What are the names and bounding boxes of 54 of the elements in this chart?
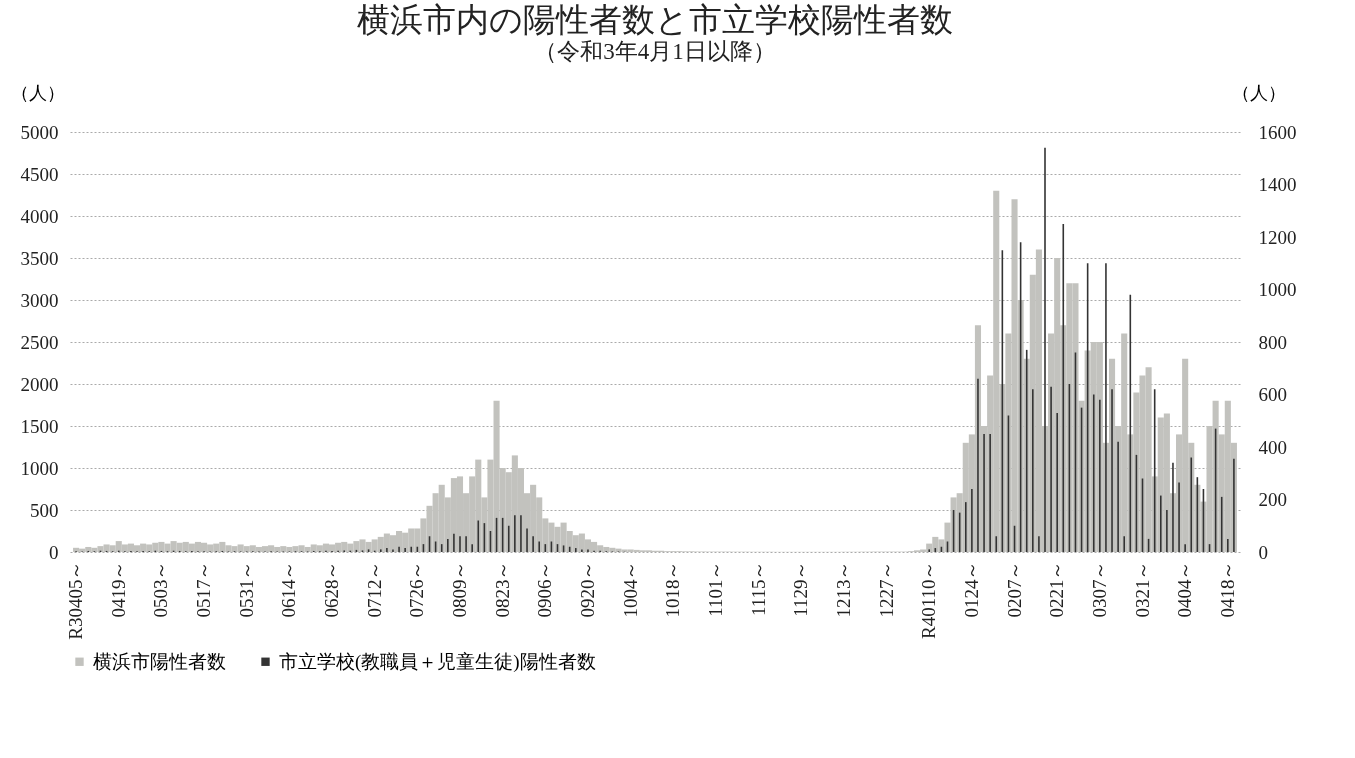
x-tick-label: 0207～ bbox=[1003, 560, 1025, 618]
x-tick-label: 1129～ bbox=[790, 560, 812, 617]
chart-subtitle: （令和3年4月1日以降） bbox=[534, 39, 776, 64]
y2-tick-label: 1200 bbox=[1258, 226, 1297, 248]
x-tick-label: 0726～ bbox=[406, 560, 428, 618]
x-tick-label: 0809～ bbox=[449, 560, 470, 618]
y-tick-label: 5000 bbox=[20, 121, 59, 143]
legend-label: 市立学校(教職員＋児童生徒)陽性者数 bbox=[279, 650, 596, 673]
chart-title: 横浜市内の陽性者数と市立学校陽性者数 bbox=[357, 2, 953, 38]
x-tick-label: 0906～ bbox=[534, 560, 556, 618]
x-tick-label: 1227～ bbox=[875, 560, 897, 618]
x-tick-label: R40110～ bbox=[918, 560, 940, 639]
x-tick-label: 1101～ bbox=[704, 560, 726, 617]
x-tick-label: 0503～ bbox=[150, 560, 172, 618]
x-tick-label: 0404～ bbox=[1174, 560, 1196, 618]
y-tick-label: 4000 bbox=[20, 205, 59, 227]
y2-tick-label: 400 bbox=[1258, 436, 1287, 458]
x-tick-label: 0628～ bbox=[321, 560, 343, 618]
y-tick-label: 1000 bbox=[20, 457, 59, 479]
y-tick-label: 3000 bbox=[20, 289, 59, 311]
x-tick-label: 1004～ bbox=[619, 560, 641, 618]
y-tick-label: 2500 bbox=[20, 331, 59, 353]
x-tick-label: R30405～ bbox=[65, 560, 87, 640]
x-tick-label: 1018～ bbox=[662, 560, 684, 618]
legend-label: 横浜市陽性者数 bbox=[93, 650, 226, 672]
y2-tick-label: 1000 bbox=[1258, 279, 1297, 300]
x-tick-label: 1213～ bbox=[832, 560, 854, 618]
x-tick-label: 1115～ bbox=[747, 560, 769, 617]
y-tick-label: 0 bbox=[49, 541, 59, 563]
x-tick-label: 0419～ bbox=[107, 560, 129, 618]
x-tick-label: 0531～ bbox=[235, 560, 257, 618]
x-tick-label: 0221～ bbox=[1046, 560, 1068, 618]
y2-axis-title: （人） bbox=[1231, 82, 1286, 103]
y2-tick-label: 0 bbox=[1258, 541, 1268, 563]
x-tick-label: 0614～ bbox=[278, 560, 300, 618]
y-tick-label: 500 bbox=[30, 499, 59, 521]
y-tick-label: 1500 bbox=[20, 415, 59, 437]
y2-tick-label: 1600 bbox=[1258, 121, 1297, 143]
x-tick-label: 0418～ bbox=[1216, 560, 1238, 618]
x-tick-label: 0712～ bbox=[363, 560, 385, 618]
y-axis-title: （人） bbox=[10, 82, 65, 103]
x-tick-label: 0920～ bbox=[576, 560, 598, 618]
x-tick-label: 0124～ bbox=[960, 560, 982, 618]
x-tick-label: 0321～ bbox=[1131, 560, 1153, 618]
y-tick-label: 4500 bbox=[20, 163, 59, 185]
y2-tick-label: 800 bbox=[1258, 331, 1287, 353]
x-tick-label: 0823～ bbox=[491, 560, 513, 618]
y2-tick-label: 200 bbox=[1258, 489, 1287, 510]
x-tick-label: 0517～ bbox=[193, 560, 215, 618]
y-tick-label: 3500 bbox=[20, 247, 59, 269]
y2-tick-label: 1400 bbox=[1258, 174, 1297, 195]
y-tick-label: 2000 bbox=[20, 373, 59, 395]
x-tick-label: 0307～ bbox=[1088, 560, 1110, 618]
y2-tick-label: 600 bbox=[1258, 384, 1287, 405]
